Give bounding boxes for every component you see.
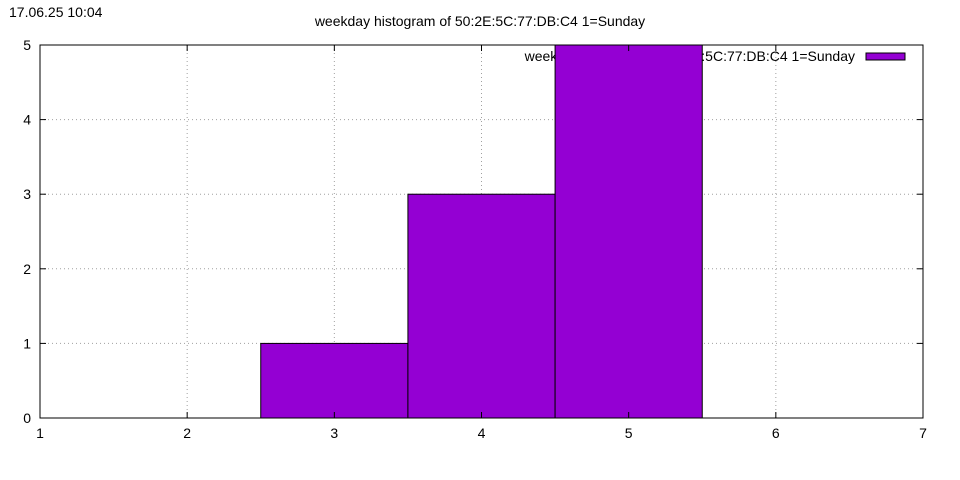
x-tick-label: 6	[772, 425, 780, 441]
x-tick-label: 7	[919, 425, 927, 441]
histogram-bar	[260, 342, 409, 419]
x-tick-label: 1	[36, 425, 44, 441]
legend-swatch	[865, 52, 906, 61]
x-tick-label: 4	[478, 425, 486, 441]
histogram-bar	[554, 44, 703, 419]
y-tick-label: 0	[23, 410, 31, 426]
bars	[260, 44, 703, 419]
y-tick-label: 3	[23, 186, 31, 202]
chart-title: weekday histogram of 50:2E:5C:77:DB:C4 1…	[314, 13, 645, 29]
timestamp: 17.06.25 10:04	[9, 4, 103, 20]
x-tick-label: 5	[625, 425, 633, 441]
x-tick-label: 3	[330, 425, 338, 441]
y-tick-label: 4	[23, 112, 31, 128]
y-tick-label: 1	[23, 335, 31, 351]
x-tick-label: 2	[183, 425, 191, 441]
histogram-bar	[407, 193, 556, 419]
y-tick-label: 2	[23, 261, 31, 277]
y-tick-label: 5	[23, 37, 31, 53]
